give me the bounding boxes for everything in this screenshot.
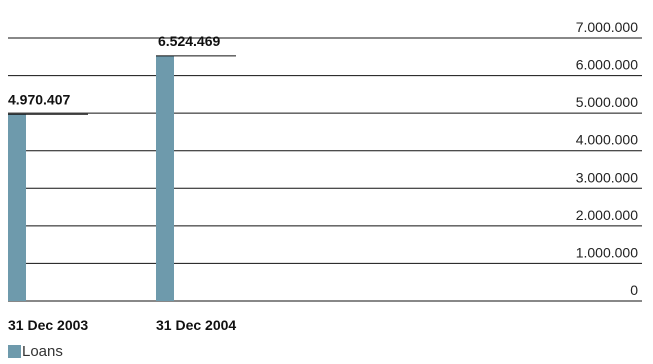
gridlines <box>8 37 642 302</box>
data-label: 6.524.469 <box>158 33 220 49</box>
legend: Loans <box>8 343 63 360</box>
x-category-label: 31 Dec 2004 <box>156 317 236 333</box>
y-tick-label: 6.000.000 <box>576 57 638 73</box>
bar-1 <box>156 55 174 301</box>
y-tick-label: 2.000.000 <box>576 207 638 223</box>
legend-label-loans: Loans <box>22 343 63 360</box>
y-tick-label: 0 <box>630 282 638 298</box>
data-label: 4.970.407 <box>8 91 70 107</box>
bars <box>8 55 174 302</box>
y-tick-label: 5.000.000 <box>576 94 638 110</box>
y-tick-label: 7.000.000 <box>576 19 638 35</box>
y-tick-label: 4.000.000 <box>576 132 638 148</box>
y-tick-label: 3.000.000 <box>576 169 638 185</box>
legend-swatch-loans <box>8 345 21 358</box>
labels: 0 1.000.000 2.000.000 3.000.000 4.000.000 5.0… <box>8 19 638 333</box>
x-category-label: 31 Dec 2003 <box>8 317 88 333</box>
y-tick-label: 1.000.000 <box>576 244 638 260</box>
bar-0 <box>8 114 26 302</box>
